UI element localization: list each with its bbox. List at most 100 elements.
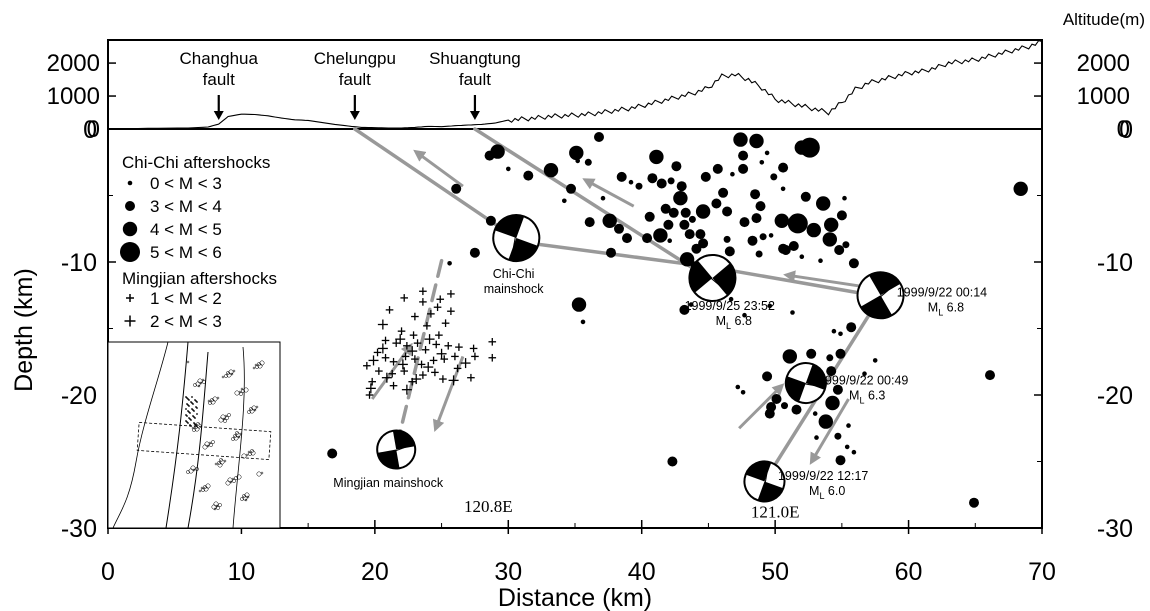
chichi-aftershock [969,497,979,508]
mainshock-beachball-2 [856,271,905,320]
mingjian-aftershock [419,298,427,306]
chichi-aftershock [667,456,678,467]
topo-tick-label-left: 1000 [47,83,100,110]
x-tick-label: 10 [228,558,256,586]
fault-arrow-head [213,111,224,120]
mingjian-aftershock [419,371,427,379]
chichi-aftershock [602,213,617,228]
chichi-aftershock [872,358,878,363]
chichi-aftershock [750,189,761,200]
magnitude-value: 6.3 [864,388,885,402]
mainshock-label: 1999/9/25 23:52 [685,299,775,313]
mingjian-aftershock [389,357,398,366]
mingjian-aftershock [392,339,401,347]
inset-aftershock-marker [243,387,249,393]
chichi-aftershock [764,408,775,419]
mingjian-aftershock [431,368,439,377]
chichi-aftershock [733,132,748,147]
legend-symbol-circle [120,242,140,262]
chichi-aftershock [799,254,805,259]
inset-aftershock-marker [255,365,259,369]
mingjian-aftershock [424,334,435,345]
inset-aftershock-marker [195,467,199,471]
chichi-aftershock [718,187,729,198]
chichi-aftershock [676,181,687,192]
mingjian-aftershock [435,331,443,339]
inset-aftershock-marker [202,444,208,450]
inset-aftershock-marker [252,366,256,370]
chichi-aftershock [836,210,847,221]
slip-arrow-4 [432,355,465,432]
mingjian-aftershock [381,372,392,383]
mingjian-aftershock [407,346,418,357]
chichi-aftershock [698,238,709,249]
longitude-label: 120.8E [464,497,513,516]
chichi-aftershock [506,166,511,172]
inset-profile-box [136,422,272,460]
chichi-aftershock [778,162,789,173]
inset-aftershock-marker [207,399,211,403]
chichi-aftershock [755,201,766,212]
inset-aftershock-marker [186,360,190,364]
chichi-aftershock [791,404,802,415]
mingjian-aftershock [401,384,412,395]
chichi-aftershock [649,149,664,165]
magnitude-value: 6.8 [731,314,752,328]
chichi-aftershock [848,258,859,269]
slip-arrow-2 [783,270,860,288]
inset-cluster-marker [188,399,190,401]
magnitude-label: ML 6.8 [928,301,964,318]
fault-trace-0 [353,127,883,299]
chichi-aftershock [768,233,774,238]
inset-cluster-marker [193,410,195,412]
chichi-aftershock [824,217,839,232]
chichi-aftershock [842,241,850,249]
inset-cluster-marker [192,403,194,405]
topo-tick-label-left: 2000 [47,50,100,77]
mingjian-aftershock [432,340,441,349]
fault-label-line1: Changhua [180,49,259,68]
inset-cluster-marker [190,425,192,427]
x-tick-label: 20 [361,558,389,586]
mingjian-aftershock [395,334,406,345]
inset-aftershock-marker [198,489,202,493]
mingjian-aftershock [397,327,406,335]
inset-cluster-marker [188,405,190,407]
magnitude-subscript: L [938,308,943,318]
chichi-aftershock [642,233,653,244]
chichi-aftershock [451,183,462,194]
mingjian-aftershock [385,306,394,314]
mingjian-aftershock [381,353,390,362]
mingjian-aftershock [455,343,463,351]
chichi-aftershock [838,331,843,337]
fault-trace-1 [473,127,715,283]
mainshock-label: 1999/9/22 00:49 [818,373,908,387]
mingjian-aftershock [429,356,438,365]
fault-labels: Changhua fault Chelungpu fault Shuangtung fau… [180,49,521,120]
mingjian-aftershock [411,374,422,385]
longitude-label: 121.0E [751,502,800,521]
chichi-aftershock [680,207,691,218]
chichi-aftershock [700,171,711,182]
inset-aftershock-marker [232,479,236,483]
chichi-aftershock [1013,181,1028,196]
chichi-aftershock [771,394,782,404]
chichi-aftershock [722,206,733,217]
chichi-aftershock [728,296,734,302]
mingjian-aftershock [436,295,445,304]
chichi-aftershock [800,191,811,202]
topo-tick-label-right: 2000 [1077,50,1130,77]
y-axis-title: Depth (km) [10,268,38,392]
mingjian-aftershock [433,303,442,312]
fault-label-line1: Shuangtung [429,49,521,68]
chichi-aftershock [628,179,634,185]
chichi-aftershock [816,196,831,211]
mingjian-aftershock [401,352,410,361]
inset-cluster-marker [187,422,189,424]
magnitude-subscript: L [726,321,731,331]
chichi-aftershock [846,423,851,428]
mingjian-aftershock [488,338,497,346]
inset-aftershock-marker [227,413,231,417]
beachball-quadrant [508,238,538,262]
